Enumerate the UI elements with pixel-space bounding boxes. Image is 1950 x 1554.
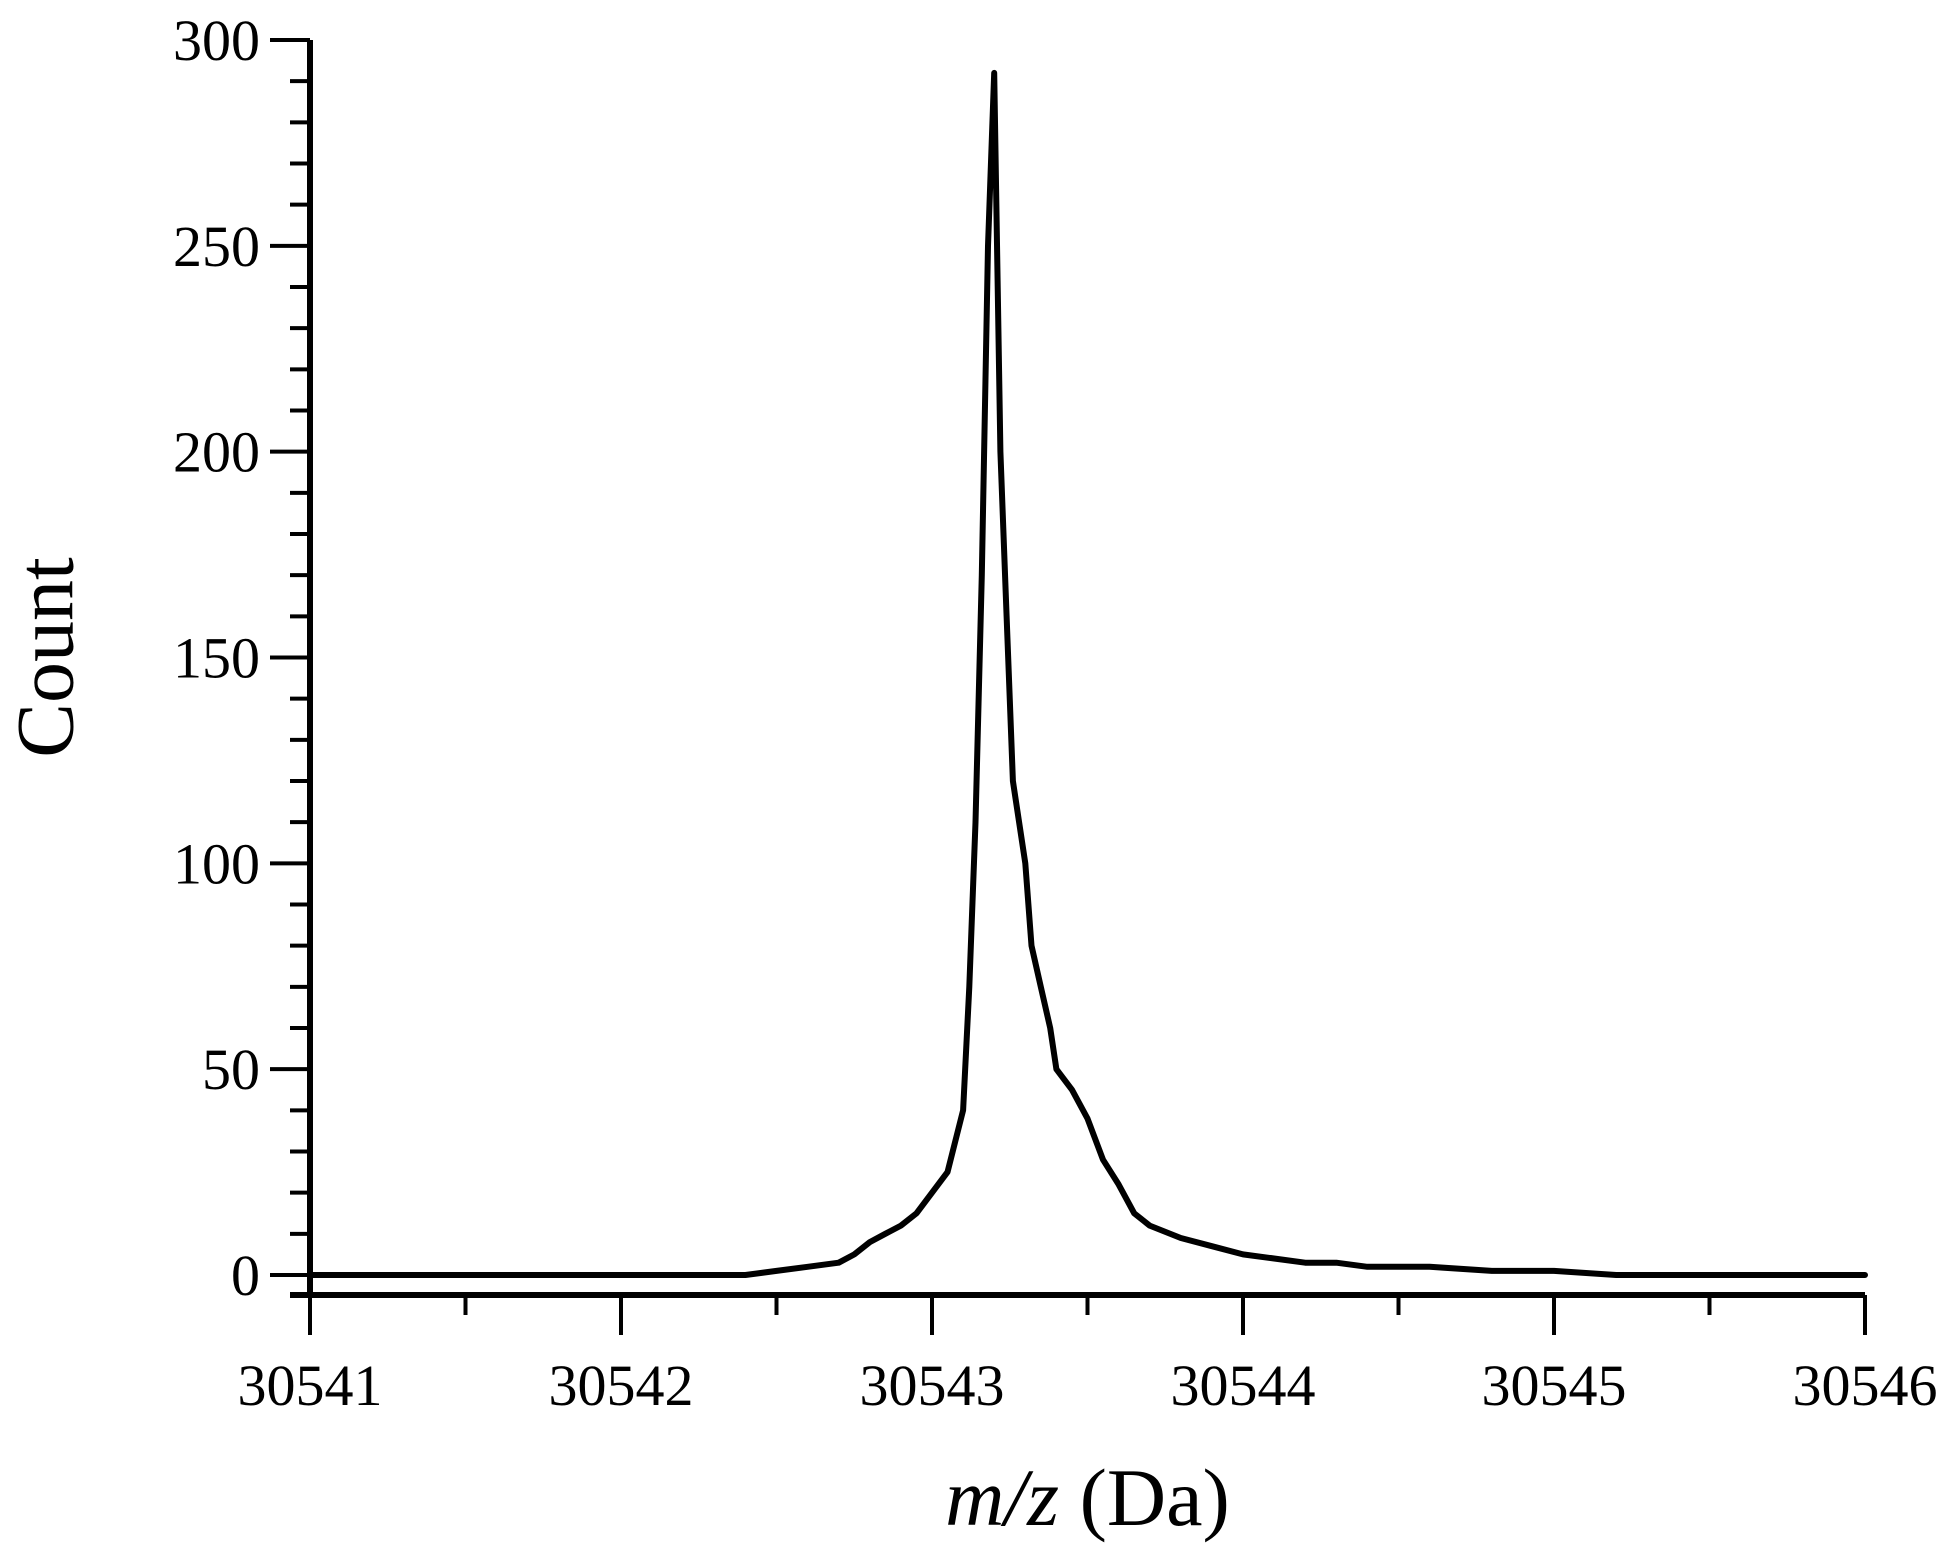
series-line bbox=[307, 69, 1868, 1278]
x-tick-label: 30543 bbox=[860, 1353, 1005, 1418]
y-tick-label: 150 bbox=[173, 626, 260, 691]
x-axis-title-italic: m/z bbox=[945, 1452, 1059, 1543]
x-tick-label: 30544 bbox=[1171, 1353, 1316, 1418]
y-tick-label: 100 bbox=[173, 831, 260, 896]
x-axis-title: m/z (Da) bbox=[945, 1452, 1230, 1543]
x-tick-label: 30541 bbox=[238, 1353, 383, 1418]
y-tick-label: 50 bbox=[202, 1037, 260, 1102]
y-axis-title: Count bbox=[0, 557, 91, 758]
x-axis-title-unit: (Da) bbox=[1059, 1452, 1230, 1543]
x-tick-label: 30545 bbox=[1482, 1353, 1627, 1418]
y-tick-label: 200 bbox=[173, 420, 260, 485]
y-tick-label: 0 bbox=[231, 1243, 260, 1308]
x-axis-ticks: 30541 30542 30543 30544 30545 30546 bbox=[238, 1295, 1938, 1418]
x-tick-label: 30546 bbox=[1793, 1353, 1938, 1418]
y-axis-ticks: 0 50 100 150 200 250 300 bbox=[173, 8, 310, 1308]
y-tick-label: 300 bbox=[173, 8, 260, 73]
y-tick-label: 250 bbox=[173, 214, 260, 279]
x-tick-label: 30542 bbox=[549, 1353, 694, 1418]
